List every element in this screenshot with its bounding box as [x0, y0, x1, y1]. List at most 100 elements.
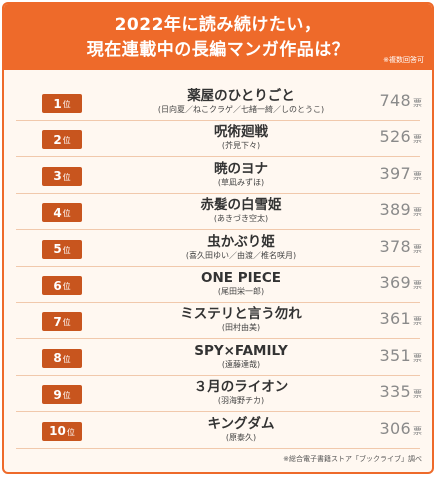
- vote-count: 351 票: [356, 346, 422, 365]
- vote-unit: 票: [412, 99, 422, 109]
- title-line-2: 現在連載中の長編マンガ作品は？: [86, 40, 350, 60]
- rank-number: 2: [53, 132, 62, 147]
- vote-count: 361 票: [356, 309, 422, 328]
- vote-number: 335: [379, 382, 411, 402]
- row-divider: [16, 229, 420, 231]
- vote-number: 378: [379, 236, 411, 256]
- work-author: (芥見下々): [221, 141, 261, 151]
- ranking-row: 2 位 呪術廻戦 (芥見下々) 526 票: [16, 124, 422, 154]
- vote-unit: 票: [412, 135, 422, 146]
- rank-suffix: 位: [66, 427, 75, 437]
- ranking-row: 9 位 ３月のライオン (羽海野チカ) 335 票: [16, 379, 422, 409]
- work-author: (原泰久): [225, 432, 257, 442]
- work-title: SPY×FAMILY: [194, 342, 288, 359]
- row-divider: [16, 374, 420, 376]
- work-author: (草凪みずほ): [217, 177, 265, 187]
- work-title: 呪術廻戦: [214, 124, 268, 141]
- title-line-1: 2022年に読み続けたい，: [114, 15, 322, 35]
- work-title: 薬屋のひとりごと: [187, 88, 295, 104]
- rank-number: 9: [53, 387, 62, 402]
- work-title: 赤髪の白雪姫: [200, 197, 282, 214]
- rank-suffix: 位: [62, 245, 71, 255]
- vote-count: 335 票: [356, 382, 422, 401]
- vote-unit: 票: [412, 426, 422, 437]
- vote-unit: 票: [412, 281, 422, 291]
- rank-number: 8: [53, 351, 62, 366]
- ranking-row: 5 位 虫かぶり姫 (喜久田ゆい／由渡／椎名咲月) 378 票: [16, 233, 422, 264]
- source-footnote: ※総合電子書籍ストア「ブックライブ」調べ: [283, 455, 422, 463]
- vote-number: 526: [379, 127, 411, 147]
- work-title: キングダム: [207, 415, 275, 432]
- rank-suffix: 位: [62, 100, 71, 109]
- row-divider: [16, 156, 420, 158]
- vote-count: 526 票: [356, 127, 422, 146]
- header-banner: 2022年に読み続けたい， 現在連載中の長編マンガ作品は？ ※複数回答可: [4, 4, 432, 70]
- vote-unit: 票: [412, 390, 422, 401]
- work-title: 暁のヨナ: [214, 160, 268, 177]
- work-author: (遠藤達哉): [221, 359, 261, 369]
- vote-count: 378 票: [356, 237, 422, 256]
- row-divider: [16, 338, 420, 340]
- vote-unit: 票: [412, 244, 422, 255]
- work-author: (喜久田ゆい／由渡／椎名咲月): [185, 250, 297, 260]
- ranking-row: 6 位 ONE PIECE (尾田栄一郎) 369 票: [16, 270, 422, 300]
- vote-count: 397 票: [356, 164, 422, 183]
- vote-count: 389 票: [356, 200, 422, 219]
- rank-suffix: 位: [62, 282, 71, 291]
- vote-count: 306 票: [356, 419, 422, 438]
- rank-badge: 10 位: [42, 421, 82, 441]
- vote-unit: 票: [412, 317, 422, 328]
- vote-number: 748: [379, 91, 411, 110]
- rank-number: 4: [53, 205, 62, 220]
- vote-number: 369: [379, 273, 411, 292]
- row-divider: [16, 302, 420, 303]
- rank-number: 1: [53, 96, 62, 111]
- multiple-answers-note: ※複数回答可: [383, 56, 424, 64]
- row-divider: [16, 192, 420, 194]
- work-author: (尾田栄一郎): [217, 287, 265, 296]
- rank-suffix: 位: [62, 354, 71, 364]
- ranking-row: 10 位 キングダム (原泰久) 306 票: [16, 415, 422, 446]
- vote-unit: 票: [412, 208, 422, 219]
- rank-suffix: 位: [62, 136, 71, 146]
- ranking-row: 1 位 薬屋のひとりごと (日向夏／ねこクラゲ／七緒一綺／しのとうこ) 748 票: [16, 88, 422, 118]
- work-title: 虫かぶり姫: [207, 233, 275, 250]
- vote-number: 306: [379, 418, 411, 438]
- work-title: ミステリと言う勿れ: [180, 306, 302, 323]
- vote-number: 397: [379, 163, 411, 183]
- rank-suffix: 位: [62, 318, 71, 328]
- rank-number: 10: [49, 424, 66, 439]
- rank-suffix: 位: [62, 209, 71, 219]
- ranking-row: 4 位 赤髪の白雪姫 (あきづき空太) 389 票: [16, 197, 422, 227]
- vote-number: 361: [379, 309, 411, 329]
- rank-number: 7: [53, 314, 62, 329]
- work-author: (あきづき空太): [213, 214, 269, 224]
- ranking-row: 8 位 SPY×FAMILY (遠藤達哉) 351 票: [16, 342, 422, 373]
- row-divider: [16, 447, 420, 449]
- work-author: (田村由美): [221, 323, 261, 333]
- vote-unit: 票: [412, 171, 422, 182]
- vote-unit: 票: [412, 353, 422, 364]
- rank-number: 6: [53, 278, 62, 293]
- row-divider: [16, 411, 420, 413]
- rank-number: 3: [53, 169, 62, 184]
- row-divider: [16, 265, 420, 267]
- vote-count: 748 票: [356, 91, 422, 110]
- ranking-row: 3 位 暁のヨナ (草凪みずほ) 397 票: [16, 160, 422, 191]
- rank-number: 5: [53, 242, 62, 257]
- work-title: ONE PIECE: [201, 270, 281, 286]
- rank-suffix: 位: [62, 391, 71, 401]
- vote-number: 389: [379, 200, 411, 220]
- rank-suffix: 位: [62, 172, 71, 182]
- work-author: (日向夏／ねこクラゲ／七緒一綺／しのとうこ): [157, 105, 325, 114]
